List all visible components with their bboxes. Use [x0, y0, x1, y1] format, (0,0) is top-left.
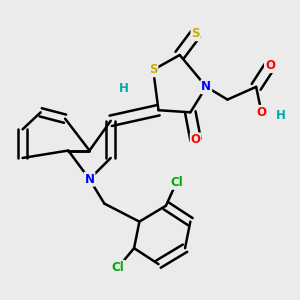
Text: N: N — [201, 80, 211, 93]
Text: H: H — [276, 109, 286, 122]
Text: N: N — [85, 173, 94, 186]
Text: O: O — [256, 106, 266, 119]
Text: S: S — [191, 27, 200, 40]
Text: O: O — [190, 134, 201, 146]
Text: Cl: Cl — [170, 176, 183, 189]
Text: O: O — [265, 59, 275, 72]
Text: H: H — [118, 82, 128, 95]
Text: S: S — [149, 63, 158, 76]
Text: Cl: Cl — [112, 261, 124, 274]
